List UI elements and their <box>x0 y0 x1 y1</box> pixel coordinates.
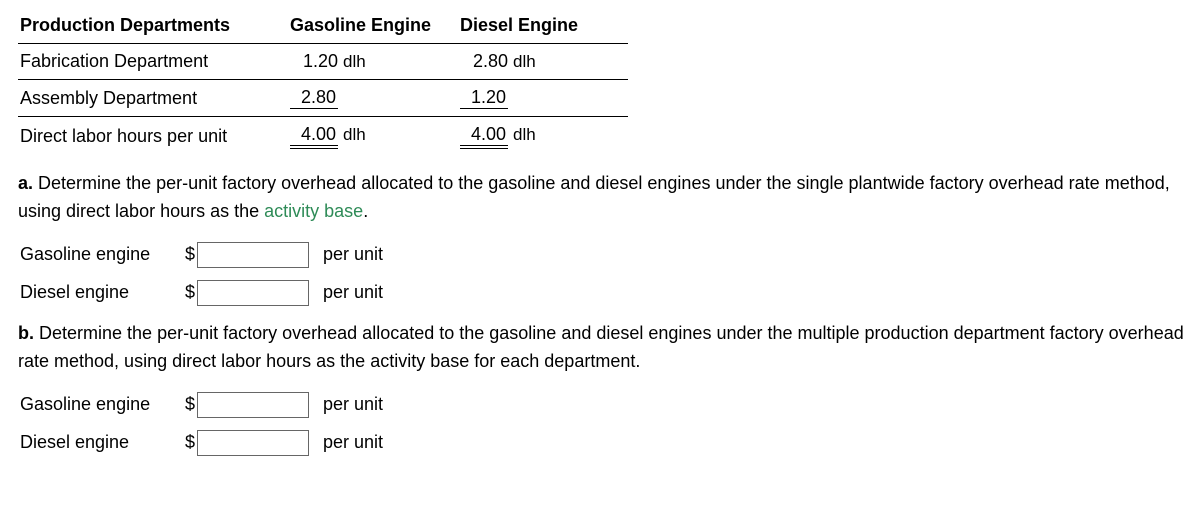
question-text: Determine the per-unit factory overhead … <box>18 173 1170 221</box>
inputs-block-b: Gasoline engine $ per unit Diesel engine… <box>20 392 1190 456</box>
diesel-a-input[interactable] <box>197 280 309 306</box>
question-label: a. <box>18 173 33 193</box>
activity-base-link[interactable]: activity base <box>264 201 363 221</box>
currency-symbol: $ <box>185 244 195 265</box>
table-header-dept: Production Departments <box>18 8 288 44</box>
gasoline-label: Gasoline engine <box>20 244 185 265</box>
table-row: Fabrication Department 1.20dlh 2.80dlh <box>18 44 628 80</box>
per-unit-label: per unit <box>323 432 383 453</box>
row-label: Fabrication Department <box>18 44 288 80</box>
cell-value: 1.20 <box>460 87 508 109</box>
production-departments-table: Production Departments Gasoline Engine D… <box>18 8 628 156</box>
table-header-diesel: Diesel Engine <box>458 8 628 44</box>
cell-unit: dlh <box>343 52 366 72</box>
table-row: Assembly Department 2.80 1.20 <box>18 80 628 117</box>
row-label: Direct labor hours per unit <box>18 117 288 157</box>
currency-symbol: $ <box>185 394 195 415</box>
table-row: Direct labor hours per unit 4.00dlh 4.00… <box>18 117 628 157</box>
question-text-after: . <box>363 201 368 221</box>
inputs-block-a: Gasoline engine $ per unit Diesel engine… <box>20 242 1190 306</box>
question-text: Determine the per-unit factory overhead … <box>18 323 1184 371</box>
input-row-diesel-a: Diesel engine $ per unit <box>20 280 1190 306</box>
diesel-label: Diesel engine <box>20 432 185 453</box>
diesel-label: Diesel engine <box>20 282 185 303</box>
cell-value: 2.80 <box>460 51 508 72</box>
cell-value: 4.00 <box>460 124 508 149</box>
cell-value: 1.20 <box>290 51 338 72</box>
cell-unit: dlh <box>513 125 536 145</box>
gasoline-a-input[interactable] <box>197 242 309 268</box>
gasoline-b-input[interactable] <box>197 392 309 418</box>
cell-unit: dlh <box>343 125 366 145</box>
gasoline-label: Gasoline engine <box>20 394 185 415</box>
currency-symbol: $ <box>185 282 195 303</box>
table-header-gasoline: Gasoline Engine <box>288 8 458 44</box>
question-b: b. Determine the per-unit factory overhe… <box>18 320 1188 376</box>
cell-unit: dlh <box>513 52 536 72</box>
currency-symbol: $ <box>185 432 195 453</box>
question-a: a. Determine the per-unit factory overhe… <box>18 170 1188 226</box>
per-unit-label: per unit <box>323 394 383 415</box>
input-row-diesel-b: Diesel engine $ per unit <box>20 430 1190 456</box>
per-unit-label: per unit <box>323 282 383 303</box>
per-unit-label: per unit <box>323 244 383 265</box>
cell-value: 4.00 <box>290 124 338 149</box>
question-label: b. <box>18 323 34 343</box>
input-row-gasoline-b: Gasoline engine $ per unit <box>20 392 1190 418</box>
input-row-gasoline-a: Gasoline engine $ per unit <box>20 242 1190 268</box>
row-label: Assembly Department <box>18 80 288 117</box>
cell-value: 2.80 <box>290 87 338 109</box>
diesel-b-input[interactable] <box>197 430 309 456</box>
